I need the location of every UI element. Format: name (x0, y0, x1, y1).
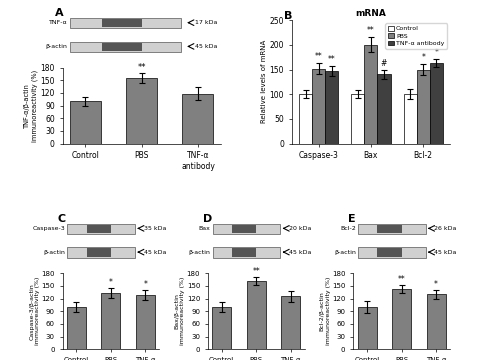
Text: Bax: Bax (199, 226, 210, 231)
Legend: Control, PBS, TNF-α antibody: Control, PBS, TNF-α antibody (386, 23, 447, 49)
Bar (404, 94, 416, 144)
Bar (136, 295, 155, 349)
Text: 45 kDa: 45 kDa (434, 249, 457, 255)
Text: **: ** (138, 63, 146, 72)
Bar (232, 248, 256, 257)
Text: **: ** (398, 275, 406, 284)
Text: Bcl-2: Bcl-2 (340, 226, 356, 231)
Bar (86, 225, 111, 233)
Text: β-actin: β-actin (334, 249, 356, 255)
Bar (352, 94, 364, 144)
Bar (67, 307, 86, 349)
Text: **: ** (252, 267, 260, 276)
Text: **: ** (367, 27, 375, 36)
Bar (86, 248, 111, 257)
Bar (247, 281, 266, 349)
Bar (102, 19, 142, 27)
Bar (426, 294, 446, 349)
Text: β-actin: β-actin (189, 249, 210, 255)
Text: 26 kDa: 26 kDa (434, 226, 457, 231)
Bar (378, 248, 402, 257)
Text: *: * (434, 48, 438, 57)
Text: D: D (203, 214, 212, 224)
Bar (212, 224, 280, 234)
Title: mRNA: mRNA (356, 9, 386, 18)
Text: β-actin: β-actin (44, 249, 66, 255)
Bar (68, 247, 135, 258)
Y-axis label: Relative levels of mRNA: Relative levels of mRNA (261, 40, 267, 123)
Bar (102, 293, 120, 349)
Text: 45 kDa: 45 kDa (196, 44, 218, 49)
Y-axis label: Caspase-3/β-actin
immunoreactivity (%): Caspase-3/β-actin immunoreactivity (%) (29, 277, 40, 345)
Text: TNF-α: TNF-α (48, 20, 67, 25)
Text: *: * (434, 280, 438, 289)
Bar (70, 18, 181, 28)
Bar (182, 94, 214, 144)
Text: C: C (58, 214, 66, 224)
Bar (430, 63, 443, 144)
Bar (416, 69, 430, 144)
Bar (102, 42, 142, 51)
Text: 35 kDa: 35 kDa (144, 226, 166, 231)
Text: 20 kDa: 20 kDa (289, 226, 312, 231)
Bar (378, 75, 390, 144)
Text: *: * (109, 278, 113, 287)
Bar (325, 71, 338, 144)
Y-axis label: TNF-α/β-actin
immunoreactivity (%): TNF-α/β-actin immunoreactivity (%) (24, 69, 38, 141)
Text: **: ** (328, 55, 336, 64)
Bar (212, 307, 231, 349)
Bar (282, 296, 300, 349)
Y-axis label: Bcl-2/β-actin
immunoreactivity (%): Bcl-2/β-actin immunoreactivity (%) (320, 277, 330, 345)
Bar (358, 307, 376, 349)
Bar (358, 224, 426, 234)
Bar (232, 225, 256, 233)
Text: 45 kDa: 45 kDa (144, 249, 166, 255)
Bar (212, 247, 280, 258)
Text: *: * (422, 53, 425, 62)
Bar (364, 45, 378, 144)
Text: A: A (54, 8, 63, 18)
Text: 45 kDa: 45 kDa (289, 249, 312, 255)
Text: B: B (284, 10, 292, 21)
Bar (299, 94, 312, 144)
Text: 17 kDa: 17 kDa (196, 20, 218, 25)
Text: β-actin: β-actin (46, 44, 67, 49)
Text: Caspase-3: Caspase-3 (32, 226, 66, 231)
Bar (358, 247, 426, 258)
Bar (378, 225, 402, 233)
Text: E: E (348, 214, 356, 224)
Bar (70, 101, 100, 144)
Text: *: * (144, 280, 148, 289)
Bar (312, 68, 325, 144)
Text: **: ** (315, 51, 322, 60)
Bar (126, 78, 157, 144)
Y-axis label: Bax/β-actin
immunoreactivity (%): Bax/β-actin immunoreactivity (%) (174, 277, 186, 345)
Text: #: # (381, 59, 387, 68)
Bar (70, 42, 181, 52)
Bar (392, 289, 411, 349)
Bar (68, 224, 135, 234)
